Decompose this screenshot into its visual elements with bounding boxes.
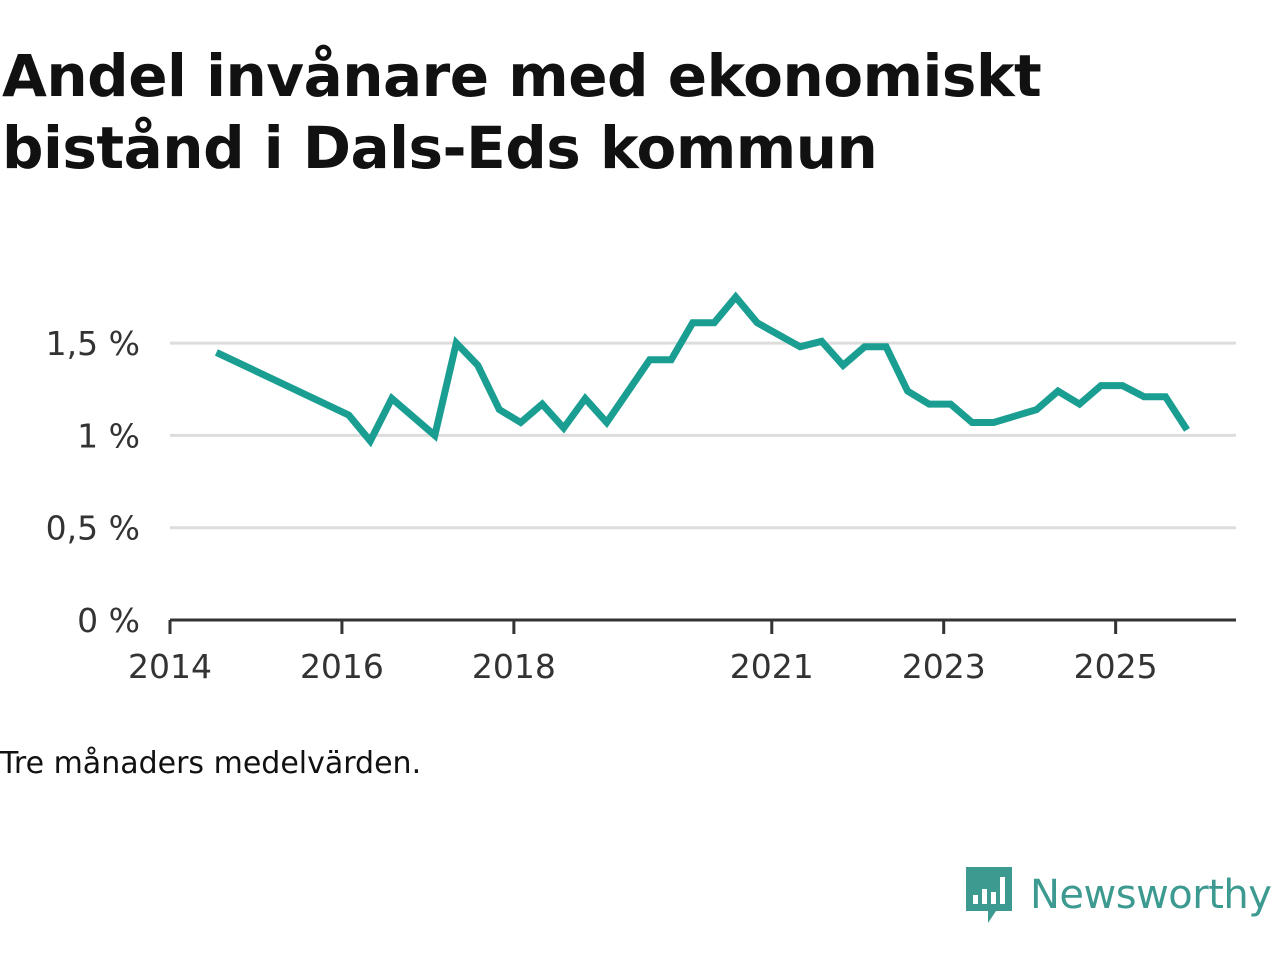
series [213,291,1190,448]
x-axis [168,618,1236,634]
x-axis-tick-labels: 2014 2016 2018 2021 2023 2025 [128,647,1158,686]
data-point [431,432,438,439]
data-point [840,362,847,369]
data-point [582,395,589,402]
data-point [1055,388,1062,395]
data-point [1033,406,1040,413]
data-point [560,425,567,432]
data-point [797,343,804,350]
y-axis-tick-labels: 0 % 0,5 % 1 % 1,5 % [46,324,140,640]
data-point [732,294,739,301]
data-point [883,343,890,350]
data-point [1119,382,1126,389]
x-tick-label: 2023 [902,647,986,686]
x-tick-label: 2014 [128,647,212,686]
y-tick-label: 1,5 % [46,324,140,363]
data-point [754,319,761,326]
y-tick-label: 0 % [77,601,140,640]
data-point [711,319,718,326]
data-point [646,356,653,363]
data-point [969,419,976,426]
data-point [668,356,675,363]
data-point [539,401,546,408]
data-point [388,395,395,402]
y-tick-label: 1 % [77,416,140,455]
data-point [904,388,911,395]
data-point [474,362,481,369]
chart-title: Andel invånare med ekonomiskt bistånd i … [2,42,1042,182]
x-tick-label: 2016 [300,647,384,686]
line-chart: 0 % 0,5 % 1 % 1,5 % 2014 2016 2018 2021 2023 202… [46,291,1236,686]
data-point [345,412,352,419]
newsworthy-logo: Newsworthy [964,864,1272,926]
bar-chart-speech-bubble-icon [966,867,1012,923]
data-point [861,343,868,350]
data-point [1141,393,1148,400]
data-point [926,401,933,408]
brand-name: Newsworthy [1030,872,1272,918]
x-tick-label: 2021 [730,647,814,686]
y-tick-label: 0,5 % [46,509,140,548]
data-point [453,340,460,347]
data-point [818,338,825,345]
x-tick-label: 2025 [1074,647,1158,686]
data-point [603,419,610,426]
data-point [1098,382,1105,389]
series-line-0 [214,291,1190,448]
data-point [947,401,954,408]
gridlines [170,341,1236,530]
data-point [517,419,524,426]
x-tick-label: 2018 [472,647,556,686]
data-point [1183,426,1190,433]
data-point [213,349,220,356]
data-point [367,437,374,444]
data-point [1162,393,1169,400]
data-point [689,319,696,326]
chart-caption: Tre månaders medelvärden. [0,746,422,781]
data-point [990,419,997,426]
data-point [1076,401,1083,408]
data-point [496,406,503,413]
